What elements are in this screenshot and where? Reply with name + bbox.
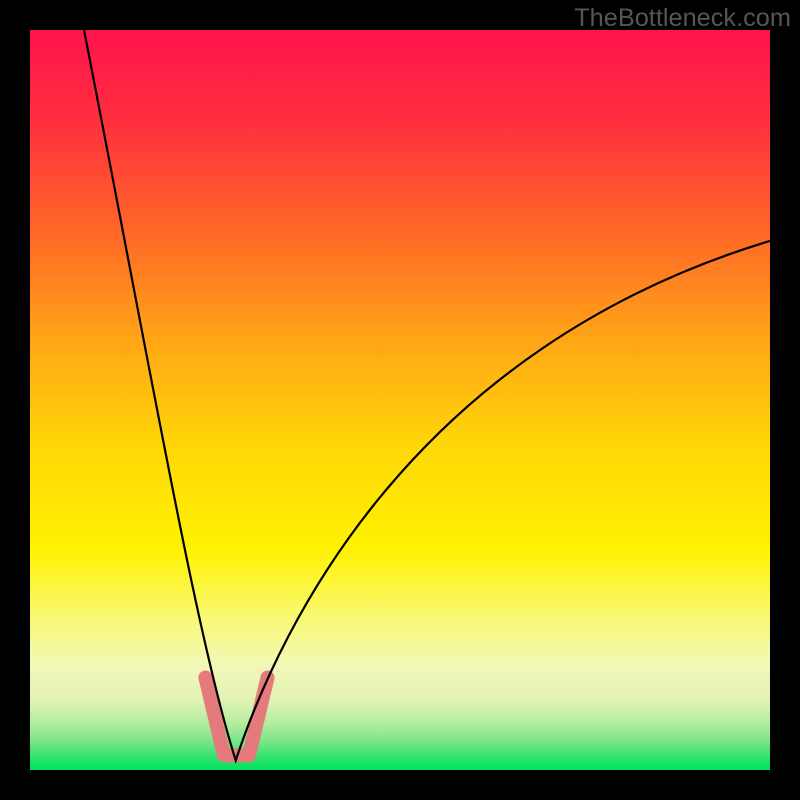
plot-background bbox=[30, 30, 770, 770]
chart-stage: TheBottleneck.com bbox=[0, 0, 800, 800]
watermark-text: TheBottleneck.com bbox=[574, 4, 791, 33]
bottleneck-chart bbox=[0, 0, 800, 800]
